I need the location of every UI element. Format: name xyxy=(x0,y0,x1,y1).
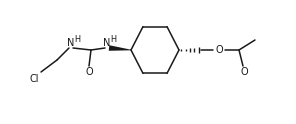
Text: N: N xyxy=(103,38,111,48)
Text: O: O xyxy=(215,45,223,55)
Text: Cl: Cl xyxy=(29,74,39,84)
Text: H: H xyxy=(74,35,80,45)
Polygon shape xyxy=(109,45,131,51)
Text: H: H xyxy=(110,35,116,45)
Text: O: O xyxy=(240,67,248,77)
Text: N: N xyxy=(67,38,75,48)
Text: O: O xyxy=(85,67,93,77)
